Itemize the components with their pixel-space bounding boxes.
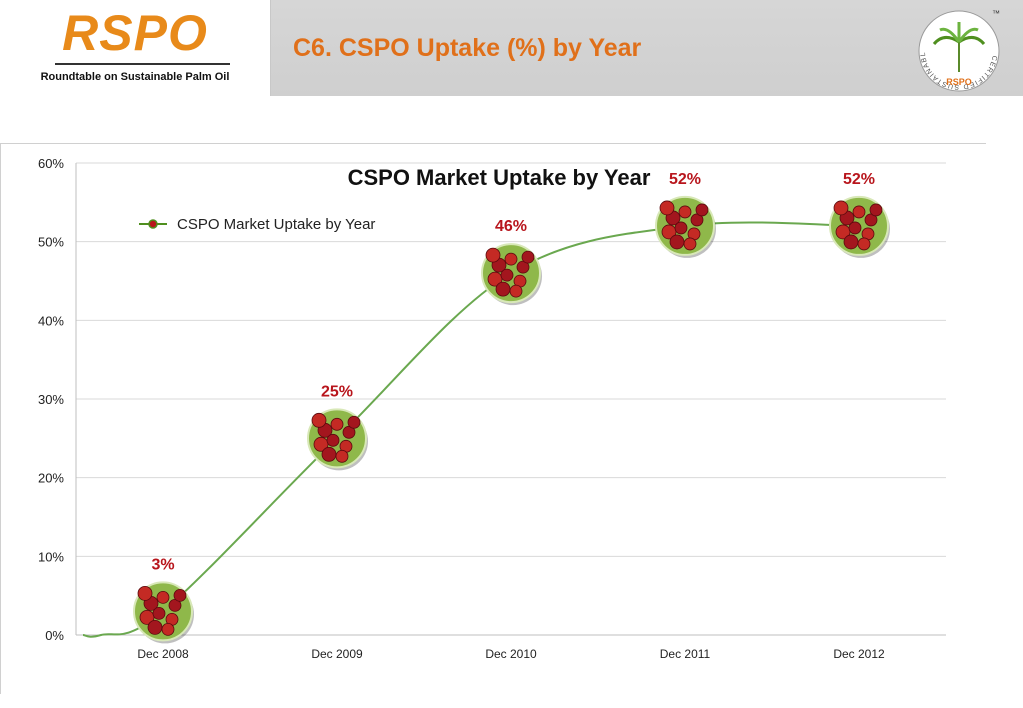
y-tick-label: 10% [38, 549, 64, 564]
y-tick-label: 30% [38, 392, 64, 407]
data-label: 46% [495, 218, 527, 235]
legend-label: CSPO Market Uptake by Year [177, 216, 375, 233]
data-point-marker [307, 408, 368, 471]
x-tick-label: Dec 2009 [311, 647, 363, 661]
data-label: 52% [843, 171, 875, 188]
x-tick-label: Dec 2011 [660, 647, 711, 661]
legend-marker-icon [148, 219, 158, 229]
chart-frame: 0% 10% 20% 30% 40% 50% 60% Dec 2008 Dec 2009 Dec… [0, 143, 986, 694]
series-line [82, 221, 860, 638]
slide-header: RSPO Roundtable on Sustainable Palm Oil … [0, 0, 1023, 96]
data-markers [133, 195, 890, 644]
data-label: 3% [151, 556, 174, 573]
y-tick-label: 60% [38, 156, 64, 171]
x-tick-label: Dec 2008 [137, 647, 189, 661]
badge-tm: ™ [992, 9, 1000, 18]
y-tick-label: 20% [38, 471, 64, 486]
data-point-marker [481, 243, 542, 306]
data-point-marker [829, 195, 890, 258]
x-axis-ticks: Dec 2008 Dec 2009 Dec 2010 Dec 2011 Dec 2012 [137, 647, 885, 661]
data-label: 52% [669, 171, 701, 188]
x-tick-label: Dec 2012 [833, 647, 885, 661]
x-tick-label: Dec 2010 [485, 647, 537, 661]
y-tick-label: 40% [38, 313, 64, 328]
y-axis-ticks: 0% 10% 20% 30% 40% 50% 60% [38, 156, 64, 643]
data-point-marker [133, 581, 194, 644]
logo-text: RSPO [62, 5, 208, 61]
rspo-logo: RSPO Roundtable on Sustainable Palm Oil [0, 0, 271, 96]
y-tick-label: 0% [45, 628, 64, 643]
y-tick-label: 50% [38, 235, 64, 250]
cspo-uptake-chart: 0%10%20%30%40%50%60% Dec 2008 Dec 2009 Dec… [38, 156, 946, 661]
data-labels: 3% 25% 46% 52% 52% [151, 171, 875, 573]
palm-tree-icon [932, 22, 986, 72]
data-label: 25% [321, 383, 353, 400]
badge-brand: RSPO [946, 77, 972, 87]
title-band: C6. CSPO Uptake (%) by Year [271, 0, 1023, 96]
chart-title: CSPO Market Uptake by Year [348, 165, 651, 190]
data-point-marker [655, 195, 716, 258]
legend: CSPO Market Uptake by Year [139, 216, 375, 233]
logo-subtitle: Roundtable on Sustainable Palm Oil [40, 71, 230, 83]
slide-title: C6. CSPO Uptake (%) by Year [293, 34, 642, 62]
logo-underline [55, 63, 230, 65]
cspo-badge-icon: CERTIFIED SUSTAINABLE PALM OIL RSPO ™ [914, 6, 1000, 92]
